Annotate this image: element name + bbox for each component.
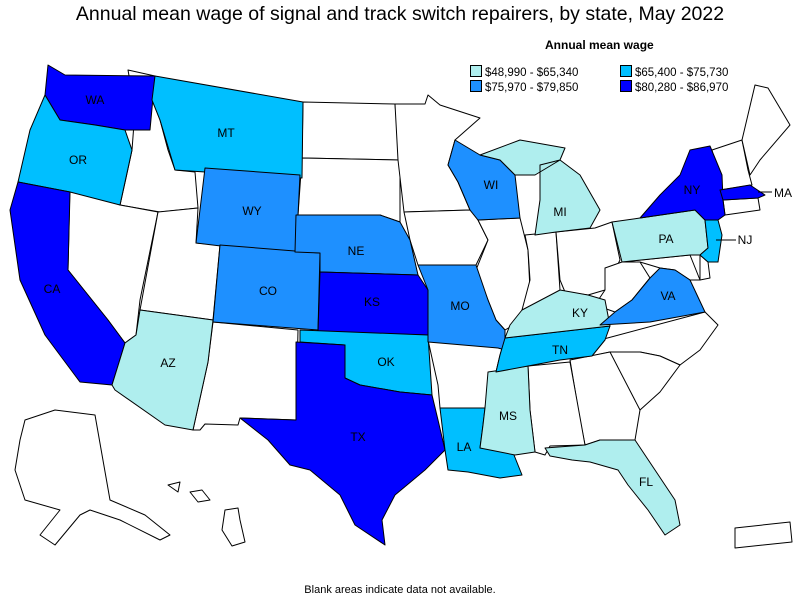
legend-swatch	[620, 65, 632, 77]
state-label-wa: WA	[86, 93, 105, 107]
state-or	[17, 94, 133, 206]
state-ky	[504, 289, 611, 339]
legend-swatch	[470, 80, 482, 92]
state-label-mo: MO	[450, 299, 469, 313]
state-label-ky: KY	[572, 306, 588, 320]
state-mt	[151, 75, 304, 179]
state-label-mi: MI	[553, 205, 566, 219]
state-tn	[495, 325, 611, 373]
state-label-wy: WY	[242, 204, 261, 218]
state-label-pa: PA	[658, 232, 673, 246]
state-hi	[167, 481, 246, 547]
state-label-ok: OK	[377, 355, 394, 369]
state-label-fl: FL	[639, 475, 653, 489]
state-az	[111, 309, 214, 431]
legend-item-tier-2: $65,400 - $75,730	[620, 65, 728, 79]
state-sd	[297, 157, 401, 223]
legend-item-tier-4: $80,280 - $86,970	[620, 80, 728, 94]
state-me	[741, 84, 791, 176]
state-label-tn: TN	[552, 343, 568, 357]
legend-label: $80,280 - $86,970	[635, 82, 729, 94]
state-label-or: OR	[69, 153, 87, 167]
legend-label: $48,990 - $65,340	[485, 67, 579, 79]
legend-title: Annual mean wage	[545, 38, 654, 52]
state-ma	[719, 184, 766, 201]
state-label-nj: NJ	[738, 233, 753, 247]
state-va	[599, 267, 706, 326]
state-ny	[639, 145, 726, 221]
footnote: Blank areas indicate data not available.	[304, 584, 496, 596]
state-label-ms: MS	[499, 409, 517, 423]
state-label-la: LA	[457, 440, 472, 454]
state-nd	[301, 101, 401, 161]
state-label-ma: MA	[774, 186, 792, 200]
map-title: Annual mean wage of signal and track swi…	[75, 3, 725, 25]
state-label-va: VA	[660, 289, 675, 303]
legend-swatch	[620, 80, 632, 92]
state-nj	[699, 219, 723, 263]
state-label-wi: WI	[484, 178, 499, 192]
state-ak	[14, 409, 171, 546]
legend-swatch	[470, 65, 482, 77]
state-label-ne: NE	[348, 244, 365, 258]
state-ia	[403, 209, 489, 266]
state-label-ny: NY	[684, 183, 701, 197]
state-label-tx: TX	[350, 430, 365, 444]
legend-item-tier-1: $48,990 - $65,340	[470, 65, 578, 79]
state-mi	[479, 139, 601, 236]
state-fl	[544, 439, 681, 536]
state-label-co: CO	[259, 284, 277, 298]
legend-label: $65,400 - $75,730	[635, 67, 729, 79]
state-ri-ct	[722, 197, 761, 216]
state-label-az: AZ	[160, 356, 175, 370]
state-ms	[479, 365, 536, 456]
state-pr	[734, 521, 793, 549]
state-label-ks: KS	[364, 295, 380, 309]
state-tx	[239, 341, 446, 546]
legend-label: $75,970 - $79,850	[485, 82, 579, 94]
state-label-ca: CA	[44, 282, 61, 296]
state-label-mt: MT	[217, 126, 235, 140]
legend-item-tier-3: $75,970 - $79,850	[470, 80, 578, 94]
